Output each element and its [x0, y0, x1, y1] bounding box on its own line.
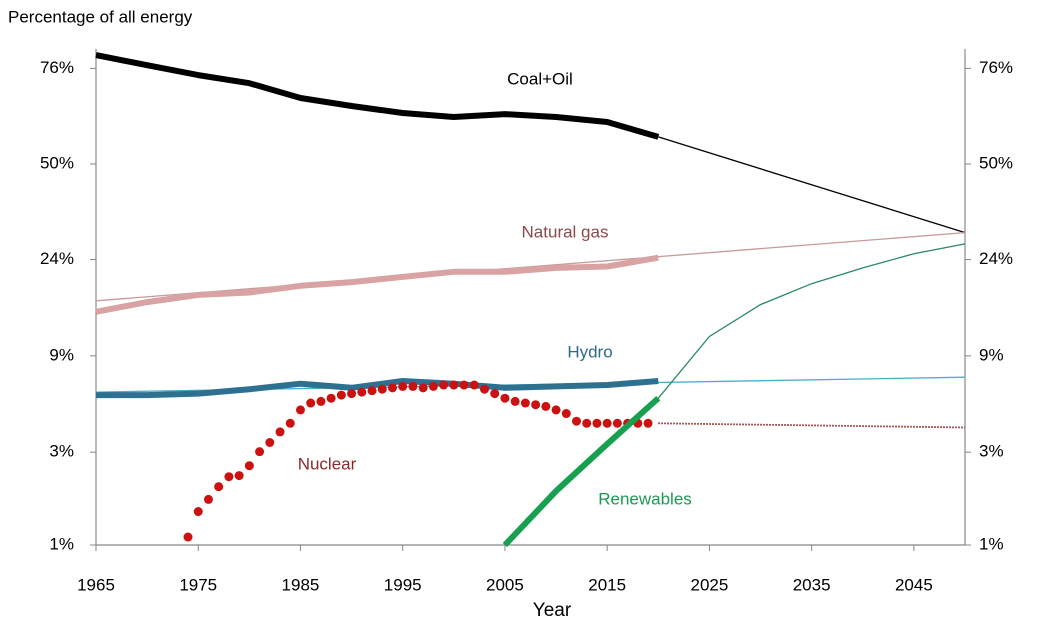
data-point [510, 396, 520, 406]
y-tick-label: 9% [49, 345, 74, 364]
x-tick-label: 1985 [282, 575, 320, 594]
data-point [357, 387, 367, 397]
data-point [224, 472, 234, 482]
data-point [244, 461, 254, 471]
data-point [459, 380, 469, 390]
series-label: Natural gas [522, 222, 609, 241]
data-point [275, 427, 285, 437]
x-tick-label: 1975 [179, 575, 217, 594]
series-label: Nuclear [298, 454, 357, 473]
projection-line [658, 422, 966, 429]
series-label: Hydro [567, 342, 612, 361]
data-point [285, 418, 295, 428]
data-point [561, 409, 571, 419]
data-point [449, 380, 459, 390]
data-point [203, 494, 213, 504]
x-tick-label: 1995 [384, 575, 422, 594]
data-point [643, 418, 653, 428]
y2-tick-label: 1% [979, 534, 1004, 553]
x-tick-label: 1965 [77, 575, 115, 594]
y-tick-label: 1% [49, 534, 74, 553]
data-point [572, 416, 582, 426]
x-tick-label: 2015 [588, 575, 626, 594]
data-point [234, 471, 244, 481]
x-axis-title: Year [533, 600, 572, 621]
series-label: Renewables [598, 489, 692, 508]
data-point [490, 389, 500, 399]
data-point [265, 438, 275, 448]
y-tick-label: 50% [40, 153, 74, 172]
data-point [592, 418, 602, 428]
data-point [326, 393, 336, 403]
data-point [387, 383, 397, 393]
projection-line [657, 243, 966, 399]
data-point [582, 418, 592, 428]
x-tick-label: 2005 [486, 575, 524, 594]
data-point [255, 447, 265, 457]
data-point [500, 393, 510, 403]
data-point [295, 405, 305, 415]
data-point [316, 396, 326, 406]
data-point [531, 400, 541, 410]
series-line [95, 52, 660, 140]
data-point [214, 482, 224, 492]
y-axis-title: Percentage of all energy [8, 7, 193, 26]
data-point [193, 507, 203, 517]
series-line [96, 378, 659, 399]
data-point [602, 418, 612, 428]
series-line [502, 395, 661, 548]
data-point [439, 380, 449, 390]
y2-tick-label: 3% [979, 442, 1004, 461]
series-label: Coal+Oil [507, 69, 573, 88]
y2-tick-label: 50% [979, 153, 1013, 172]
data-point [336, 390, 346, 400]
data-point [306, 398, 316, 408]
data-point [347, 389, 357, 399]
x-tick-label: 2045 [895, 575, 933, 594]
data-point [469, 380, 479, 390]
data-point [408, 381, 418, 391]
y2-tick-label: 24% [979, 249, 1013, 268]
data-point [612, 418, 622, 428]
y-tick-label: 76% [40, 58, 74, 77]
data-point [418, 383, 428, 393]
data-point [377, 384, 387, 394]
data-point [520, 398, 530, 408]
data-point [367, 386, 377, 396]
data-point [479, 384, 489, 394]
data-point [398, 381, 408, 391]
data-point [183, 532, 193, 542]
projection-line [658, 136, 966, 234]
x-tick-label: 2025 [690, 575, 728, 594]
projection-line [95, 231, 966, 302]
series-line [95, 254, 659, 315]
y-tick-label: 3% [49, 442, 74, 461]
y2-tick-label: 9% [979, 345, 1004, 364]
data-point [551, 405, 561, 415]
data-point [428, 381, 438, 391]
data-point [541, 401, 551, 411]
y-tick-label: 24% [40, 249, 74, 268]
x-tick-label: 2035 [793, 575, 831, 594]
y2-tick-label: 76% [979, 58, 1013, 77]
